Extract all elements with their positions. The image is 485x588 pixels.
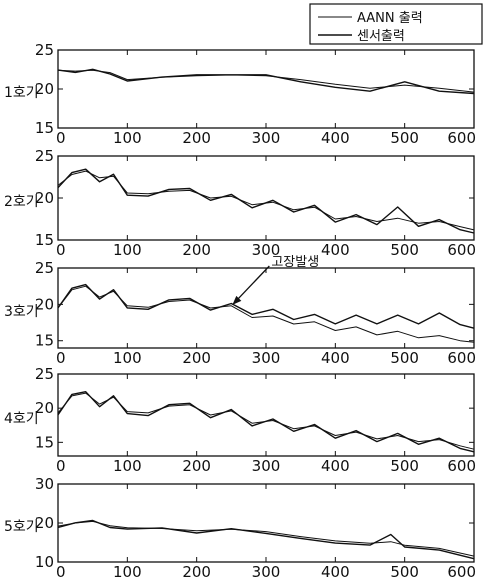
y-tick-label: 30 bbox=[35, 475, 54, 493]
annotation-arrowhead bbox=[232, 295, 242, 305]
legend: AANN 출력 센서출력 bbox=[309, 3, 483, 45]
y-tick-label: 15 bbox=[35, 332, 54, 350]
x-tick-label: 100 bbox=[113, 457, 142, 475]
series-line-sensor bbox=[57, 168, 475, 234]
x-tick-label: 400 bbox=[321, 349, 350, 367]
annotation-arrow bbox=[233, 265, 270, 304]
y-tick-label: 20 bbox=[35, 295, 54, 313]
y-tick-label: 25 bbox=[35, 147, 54, 165]
x-tick-label: 0 bbox=[56, 563, 66, 581]
x-tick-label: 200 bbox=[182, 563, 211, 581]
legend-label-aann: AANN 출력 bbox=[357, 11, 423, 26]
x-tick-label: 100 bbox=[113, 563, 142, 581]
y-tick-label: 10 bbox=[35, 553, 54, 571]
x-tick-label: 400 bbox=[321, 129, 350, 147]
series-line-sensor bbox=[57, 68, 475, 95]
x-tick-label: 400 bbox=[321, 563, 350, 581]
x-tick-label: 600 bbox=[447, 563, 476, 581]
x-tick-label: 300 bbox=[252, 241, 281, 259]
chart-panel-1: 15 20 25 0 100 200 300 400 500 600 1호기 bbox=[4, 41, 476, 147]
plot-frame bbox=[57, 155, 475, 241]
series-line-aann bbox=[57, 170, 475, 231]
chart-panel-4: 15 20 25 0 100 200 300 400 500 600 4호기 bbox=[4, 365, 476, 475]
x-tick-label: 300 bbox=[252, 349, 281, 367]
y-tick-label: 20 bbox=[35, 80, 54, 98]
x-tick-label: 100 bbox=[113, 349, 142, 367]
x-tick-label: 600 bbox=[447, 349, 476, 367]
x-tick-label: 300 bbox=[252, 563, 281, 581]
y-tick-label: 15 bbox=[35, 433, 54, 451]
x-tick-label: 500 bbox=[390, 457, 419, 475]
x-tick-label: 0 bbox=[56, 457, 66, 475]
series-line-aann bbox=[57, 520, 475, 557]
x-tick-label: 0 bbox=[56, 349, 66, 367]
x-tick-label: 400 bbox=[321, 457, 350, 475]
x-tick-label: 200 bbox=[182, 349, 211, 367]
plot-frame bbox=[57, 373, 475, 457]
y-tick-label: 25 bbox=[35, 365, 54, 383]
plot-frame bbox=[57, 49, 475, 129]
y-tick-label: 15 bbox=[35, 119, 54, 137]
y-tick-label: 15 bbox=[35, 231, 54, 249]
y-tick-label: 20 bbox=[35, 189, 54, 207]
series-line-sensor bbox=[57, 283, 475, 329]
x-tick-label: 200 bbox=[182, 129, 211, 147]
series-line-sensor bbox=[57, 519, 475, 560]
x-tick-label: 600 bbox=[447, 129, 476, 147]
y-axis-label: 1호기 bbox=[4, 85, 39, 101]
y-tick-label: 20 bbox=[35, 399, 54, 417]
x-tick-label: 600 bbox=[447, 457, 476, 475]
legend-box bbox=[309, 3, 483, 45]
y-tick-label: 25 bbox=[35, 41, 54, 59]
x-tick-label: 500 bbox=[390, 241, 419, 259]
x-tick-label: 100 bbox=[113, 241, 142, 259]
legend-label-sensor: 센서출력 bbox=[357, 29, 405, 44]
x-tick-label: 500 bbox=[390, 349, 419, 367]
y-tick-label: 25 bbox=[35, 259, 54, 277]
y-axis-label: 5호기 bbox=[4, 519, 39, 535]
x-tick-label: 300 bbox=[252, 129, 281, 147]
series-line-aann bbox=[57, 285, 475, 343]
y-axis-label: 2호기 bbox=[4, 194, 39, 210]
chart-panel-3: 15 20 25 0 100 200 300 400 500 600 3호기 고장발생 bbox=[4, 255, 476, 367]
x-tick-label: 0 bbox=[56, 241, 66, 259]
x-tick-label: 500 bbox=[390, 563, 419, 581]
x-tick-label: 400 bbox=[321, 241, 350, 259]
plot-frame bbox=[57, 483, 475, 563]
chart-panel-2: 15 20 25 0 100 200 300 400 500 600 2호기 bbox=[4, 147, 476, 259]
y-axis-label: 3호기 bbox=[4, 304, 39, 320]
y-axis-label: 4호기 bbox=[4, 411, 39, 427]
x-tick-label: 200 bbox=[182, 457, 211, 475]
x-tick-label: 300 bbox=[252, 457, 281, 475]
x-tick-label: 600 bbox=[447, 241, 476, 259]
x-tick-label: 100 bbox=[113, 129, 142, 147]
x-tick-label: 500 bbox=[390, 129, 419, 147]
x-tick-label: 200 bbox=[182, 241, 211, 259]
series-line-sensor bbox=[57, 391, 475, 453]
annotation-label: 고장발생 bbox=[271, 255, 319, 270]
x-tick-label: 0 bbox=[56, 129, 66, 147]
series-line-aann bbox=[57, 69, 475, 93]
y-tick-label: 20 bbox=[35, 514, 54, 532]
